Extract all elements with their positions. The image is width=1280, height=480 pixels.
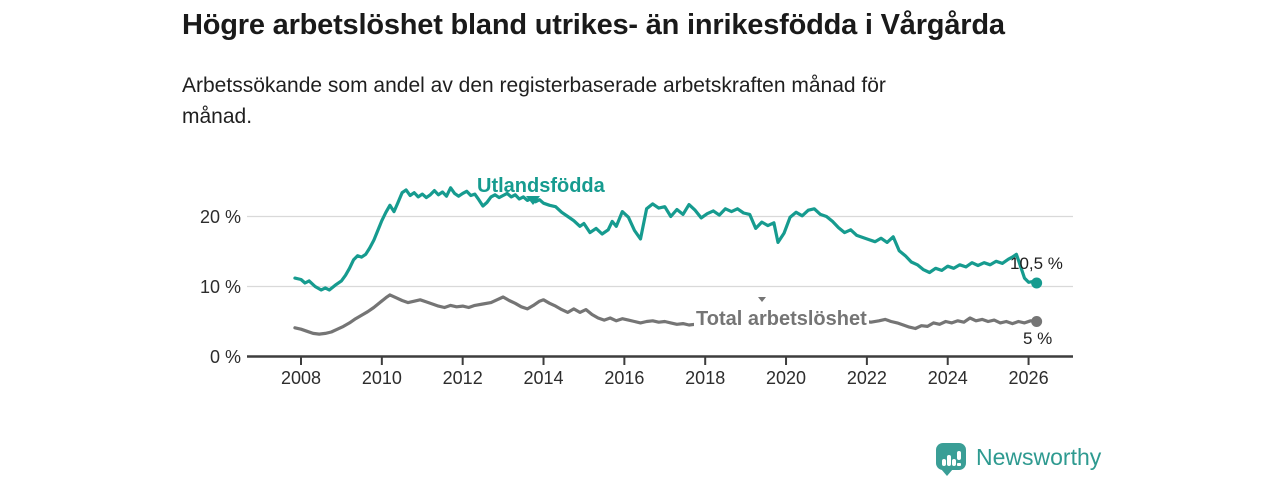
x-tick-label-2022: 2022: [847, 368, 887, 388]
x-tick-label-2024: 2024: [928, 368, 968, 388]
x-tick-label-2016: 2016: [604, 368, 644, 388]
chart-title: Högre arbetslöshet bland utrikes- än inr…: [182, 9, 1005, 41]
newsworthy-brand-link[interactable]: Newsworthy: [936, 443, 1102, 476]
logo-bubble-tail: [941, 469, 953, 476]
series-label-utlandsfodda: Utlandsfödda: [477, 175, 605, 197]
y-tick-label-10: 10 %: [200, 277, 241, 297]
utlandsfodda-pointer-icon: [526, 196, 540, 205]
newsworthy-wordmark: Newsworthy: [976, 444, 1102, 470]
y-tick-label-20: 20 %: [200, 207, 241, 227]
series-label-total-arbetsloshet: Total arbetslöshet: [694, 308, 869, 330]
logo-bubble: [936, 443, 966, 470]
total-pointer-icon: [758, 297, 766, 302]
newsworthy-logo-icon: [936, 443, 966, 476]
x-tick-label-2020: 2020: [766, 368, 806, 388]
x-tick-label-2018: 2018: [685, 368, 725, 388]
series-end-dot-1: [1031, 316, 1043, 327]
series-end-dot-0: [1031, 277, 1043, 289]
series-line-0: [293, 186, 1039, 292]
x-tick-label-2012: 2012: [443, 368, 483, 388]
end-value-utlandsfodda: 10,5 %: [1010, 254, 1063, 273]
logo-bar-chart-icon: [942, 459, 946, 466]
series-line-1: [293, 293, 1039, 336]
chart-subtitle: Arbetssökande som andel av den registerb…: [182, 74, 886, 128]
x-tick-label-2010: 2010: [362, 368, 402, 388]
y-tick-label-0: 0 %: [210, 347, 241, 367]
logo-exclamation-icon: [957, 451, 961, 460]
line-chart: 2008 2010 2012 2014 2016 2018 2020 2022 2024 2026…: [200, 186, 1073, 388]
end-value-total: 5 %: [1023, 329, 1053, 348]
x-tick-label-2008: 2008: [281, 368, 321, 388]
x-tick-label-2026: 2026: [1009, 368, 1049, 388]
x-tick-label-2014: 2014: [523, 368, 563, 388]
